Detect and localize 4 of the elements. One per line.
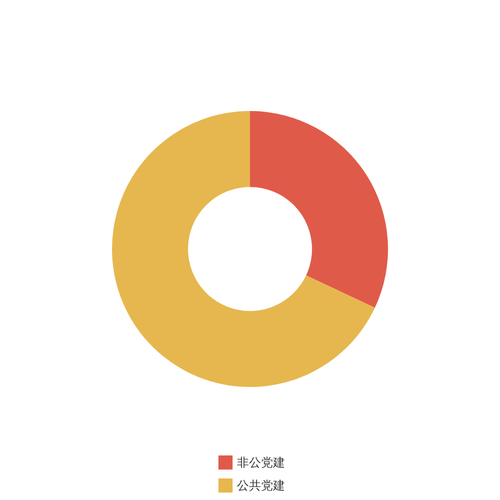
legend-label: 非公党建 bbox=[237, 456, 285, 470]
donut-slice bbox=[250, 111, 388, 308]
donut-slice bbox=[112, 111, 375, 387]
legend-label: 公共党建 bbox=[237, 478, 285, 492]
